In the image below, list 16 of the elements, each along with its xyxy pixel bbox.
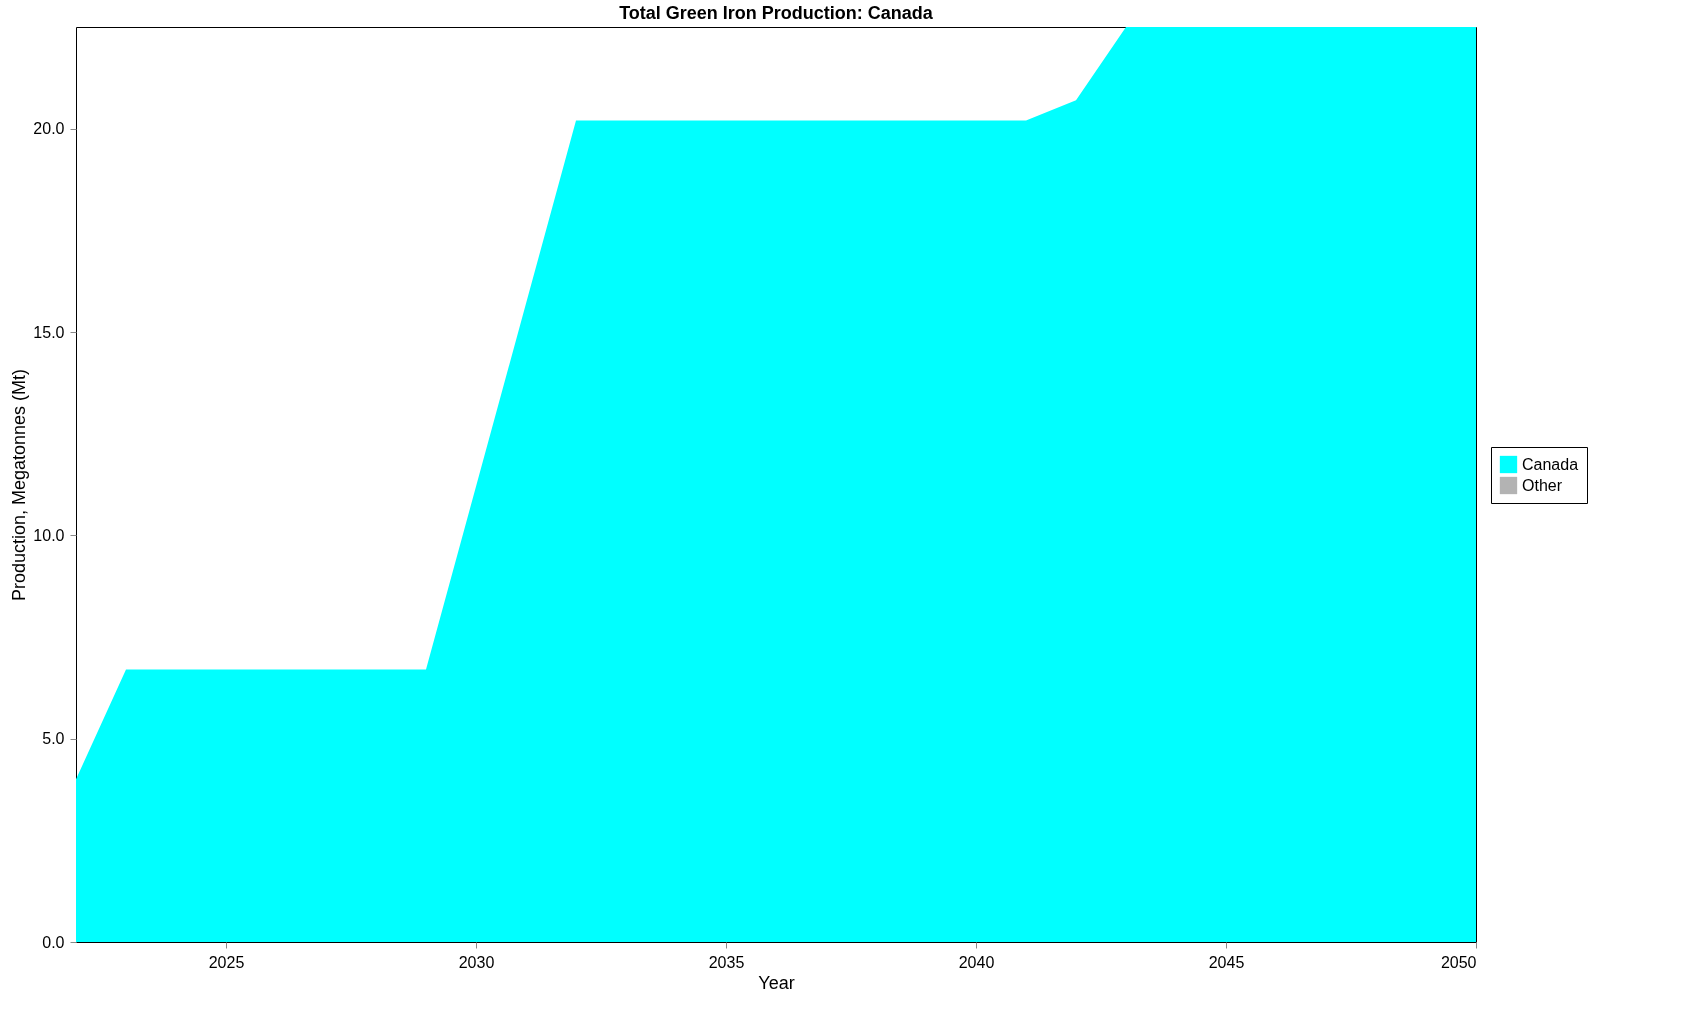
x-tick-label: 2045 bbox=[1208, 953, 1245, 971]
y-tick-label: 10.0 bbox=[33, 526, 65, 544]
y-tick-label: 15.0 bbox=[33, 323, 65, 341]
y-tick-label: 20.0 bbox=[33, 120, 65, 138]
x-axis-title: Year bbox=[758, 972, 795, 993]
y-axis-title: Production, Megatonnes (Mt) bbox=[9, 368, 30, 602]
x-tick-label: 2040 bbox=[958, 953, 995, 971]
y-tick-label: 5.0 bbox=[42, 730, 65, 748]
x-tick-label: 2025 bbox=[208, 953, 245, 971]
legend-label: Canada bbox=[1522, 455, 1579, 473]
legend-label: Other bbox=[1522, 476, 1563, 494]
x-tick-label: 2050 bbox=[1440, 953, 1477, 971]
y-tick-label: 0.0 bbox=[42, 933, 65, 951]
x-tick-label: 2035 bbox=[708, 953, 745, 971]
chart-title: Total Green Iron Production: Canada bbox=[619, 3, 934, 23]
x-tick-label: 2030 bbox=[458, 953, 495, 971]
